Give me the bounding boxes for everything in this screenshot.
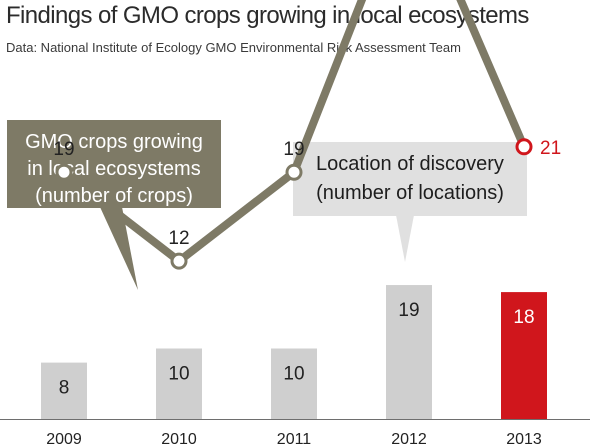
x-tick-2012: 2012	[391, 431, 427, 447]
line-label-2010: 12	[168, 228, 189, 249]
bar-callout-box	[293, 142, 527, 216]
bar-label-2012: 19	[398, 300, 419, 321]
bar-callout-line-2: (number of locations)	[316, 182, 504, 204]
bar-callout-line-1: Location of discovery	[316, 153, 504, 175]
bar-label-2011: 10	[283, 364, 304, 385]
line-label-2009: 19	[53, 139, 74, 160]
line-label-2013: 21	[540, 138, 561, 159]
chart-title: Findings of GMO crops growing in local e…	[6, 2, 529, 29]
line-point-2011	[285, 163, 303, 181]
line-callout-line-2: in local ecosystems	[27, 158, 200, 180]
line-label-2011: 19	[283, 139, 304, 160]
bar-label-2009: 8	[59, 378, 70, 399]
line-callout-box	[7, 120, 221, 208]
bar-2009	[41, 362, 87, 419]
line-point-2013	[515, 138, 533, 156]
bar-callout-pointer	[396, 215, 414, 262]
line-point-2010	[170, 252, 188, 270]
bar-2011	[271, 348, 317, 419]
x-tick-2009: 2009	[46, 431, 82, 447]
bar-2013	[501, 292, 547, 419]
x-tick-2011: 2011	[277, 431, 312, 447]
line-callout-pointer	[100, 207, 138, 290]
line-callout-line-3: (number of crops)	[35, 185, 193, 207]
x-tick-2010: 2010	[161, 431, 197, 447]
bar-label-2010: 10	[168, 364, 189, 385]
bar-label-2013: 18	[513, 307, 534, 328]
bar-2010	[156, 348, 202, 419]
x-tick-2013: 2013	[506, 431, 542, 447]
line-callout-line-1: GMO crops growing	[25, 131, 203, 153]
bar-2012	[386, 285, 432, 419]
line-point-2009	[55, 163, 73, 181]
